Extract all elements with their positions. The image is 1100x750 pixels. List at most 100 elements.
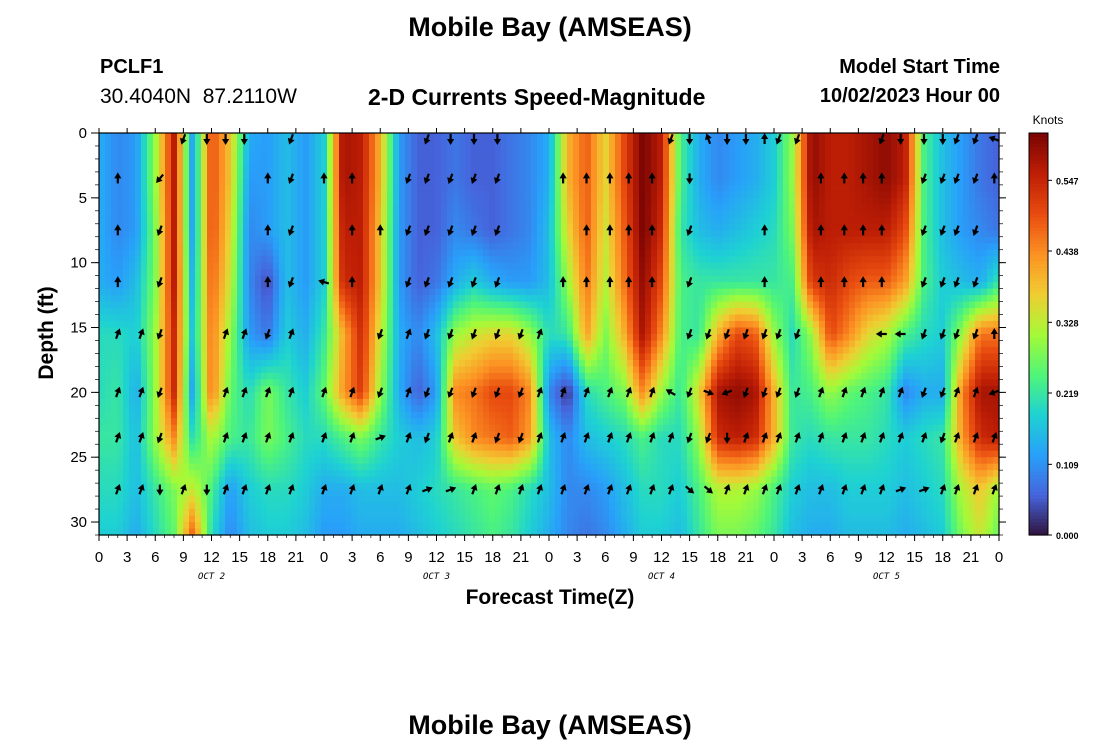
heatmap-cell xyxy=(291,230,298,238)
heatmap-cell xyxy=(489,476,496,484)
heatmap-cell xyxy=(387,340,394,348)
heatmap-cell xyxy=(153,515,160,523)
heatmap-cell xyxy=(99,223,106,231)
heatmap-cell xyxy=(333,197,340,205)
heatmap-cell xyxy=(453,321,460,329)
heatmap-cell xyxy=(303,392,310,400)
heatmap-cell xyxy=(147,476,154,484)
heatmap-cell xyxy=(171,133,178,141)
heatmap-cell xyxy=(477,295,484,303)
heatmap-cell xyxy=(525,197,532,205)
heatmap-cell xyxy=(141,165,148,173)
heatmap-cell xyxy=(327,340,334,348)
heatmap-cell xyxy=(207,340,214,348)
heatmap-cell xyxy=(501,437,508,445)
heatmap-cell xyxy=(501,145,508,154)
heatmap-cell xyxy=(465,295,472,303)
heatmap-cell xyxy=(237,515,244,523)
heatmap-cell xyxy=(357,340,364,348)
heatmap-cell xyxy=(141,359,148,368)
heatmap-cell xyxy=(297,411,304,419)
heatmap-cell xyxy=(453,184,460,192)
heatmap-cell xyxy=(135,243,142,251)
station-id: PCLF1 xyxy=(100,56,164,78)
heatmap-cell xyxy=(231,437,238,445)
heatmap-cell xyxy=(225,457,232,465)
heatmap-cell xyxy=(285,210,292,218)
heatmap-cell xyxy=(549,366,556,374)
heatmap-cell xyxy=(159,197,166,205)
heatmap-cell xyxy=(423,340,430,348)
heatmap-cell xyxy=(399,385,406,393)
heatmap-cell xyxy=(123,496,130,504)
heatmap-cell xyxy=(567,204,574,212)
heatmap-cell xyxy=(315,437,322,445)
heatmap-cell xyxy=(477,230,484,238)
heatmap-cell xyxy=(135,450,142,458)
heatmap-cell xyxy=(369,515,376,523)
heatmap-cell xyxy=(315,308,322,316)
heatmap-cell xyxy=(465,249,472,257)
heatmap-cell xyxy=(183,178,190,186)
heatmap-cell xyxy=(321,230,328,238)
heatmap-cell xyxy=(489,152,496,160)
heatmap-cell xyxy=(513,210,520,218)
heatmap-cell xyxy=(189,424,196,432)
heatmap-cell xyxy=(441,139,448,147)
heatmap-cell xyxy=(321,340,328,348)
heatmap-cell xyxy=(327,249,334,257)
heatmap-cell xyxy=(333,340,340,348)
heatmap-cell xyxy=(321,353,328,361)
heatmap-cell xyxy=(393,489,400,497)
heatmap-cell xyxy=(435,392,442,400)
heatmap-cell xyxy=(351,236,358,244)
heatmap-cell xyxy=(381,301,388,309)
heatmap-cell xyxy=(387,236,394,244)
heatmap-cell xyxy=(573,321,580,329)
heatmap-cell xyxy=(399,145,406,154)
heatmap-cell xyxy=(357,418,364,426)
heatmap-cell xyxy=(195,165,202,173)
heatmap-cell xyxy=(129,483,136,491)
heatmap-cell xyxy=(459,301,466,309)
heatmap-cell xyxy=(537,359,544,368)
heatmap-cell xyxy=(135,275,142,283)
heatmap-cell xyxy=(417,353,424,361)
heatmap-cell xyxy=(183,496,190,504)
heatmap-cell xyxy=(357,502,364,510)
heatmap-cell xyxy=(495,178,502,186)
heatmap-cell xyxy=(231,431,238,439)
heatmap-cell xyxy=(141,496,148,504)
heatmap-cell xyxy=(285,178,292,186)
heatmap-cell xyxy=(399,262,406,270)
heatmap-cell xyxy=(183,528,190,536)
heatmap-cell xyxy=(423,301,430,309)
heatmap-cell xyxy=(375,230,382,238)
heatmap-cell xyxy=(393,288,400,296)
heatmap-cell xyxy=(315,145,322,154)
heatmap-cell xyxy=(111,405,118,413)
heatmap-cell xyxy=(159,379,166,387)
heatmap-cell xyxy=(249,223,256,231)
heatmap-cell xyxy=(141,321,148,329)
heatmap-cell xyxy=(177,489,184,497)
heatmap-cell xyxy=(501,424,508,432)
heatmap-cell xyxy=(99,398,106,406)
heatmap-cell xyxy=(333,444,340,452)
heatmap-cell xyxy=(201,334,208,342)
heatmap-cell xyxy=(429,301,436,309)
heatmap-cell xyxy=(129,515,136,523)
heatmap-cell xyxy=(351,230,358,238)
heatmap-cell xyxy=(279,437,286,445)
heatmap-cell xyxy=(447,249,454,257)
heatmap-cell xyxy=(549,476,556,484)
heatmap-cell xyxy=(129,463,136,471)
heatmap-cell xyxy=(99,489,106,497)
heatmap-cell xyxy=(471,158,478,167)
heatmap-cell xyxy=(567,275,574,283)
heatmap-cell xyxy=(129,275,136,283)
heatmap-cell xyxy=(201,262,208,270)
heatmap-cell xyxy=(573,223,580,231)
heatmap-cell xyxy=(393,236,400,244)
heatmap-cell xyxy=(531,457,538,465)
